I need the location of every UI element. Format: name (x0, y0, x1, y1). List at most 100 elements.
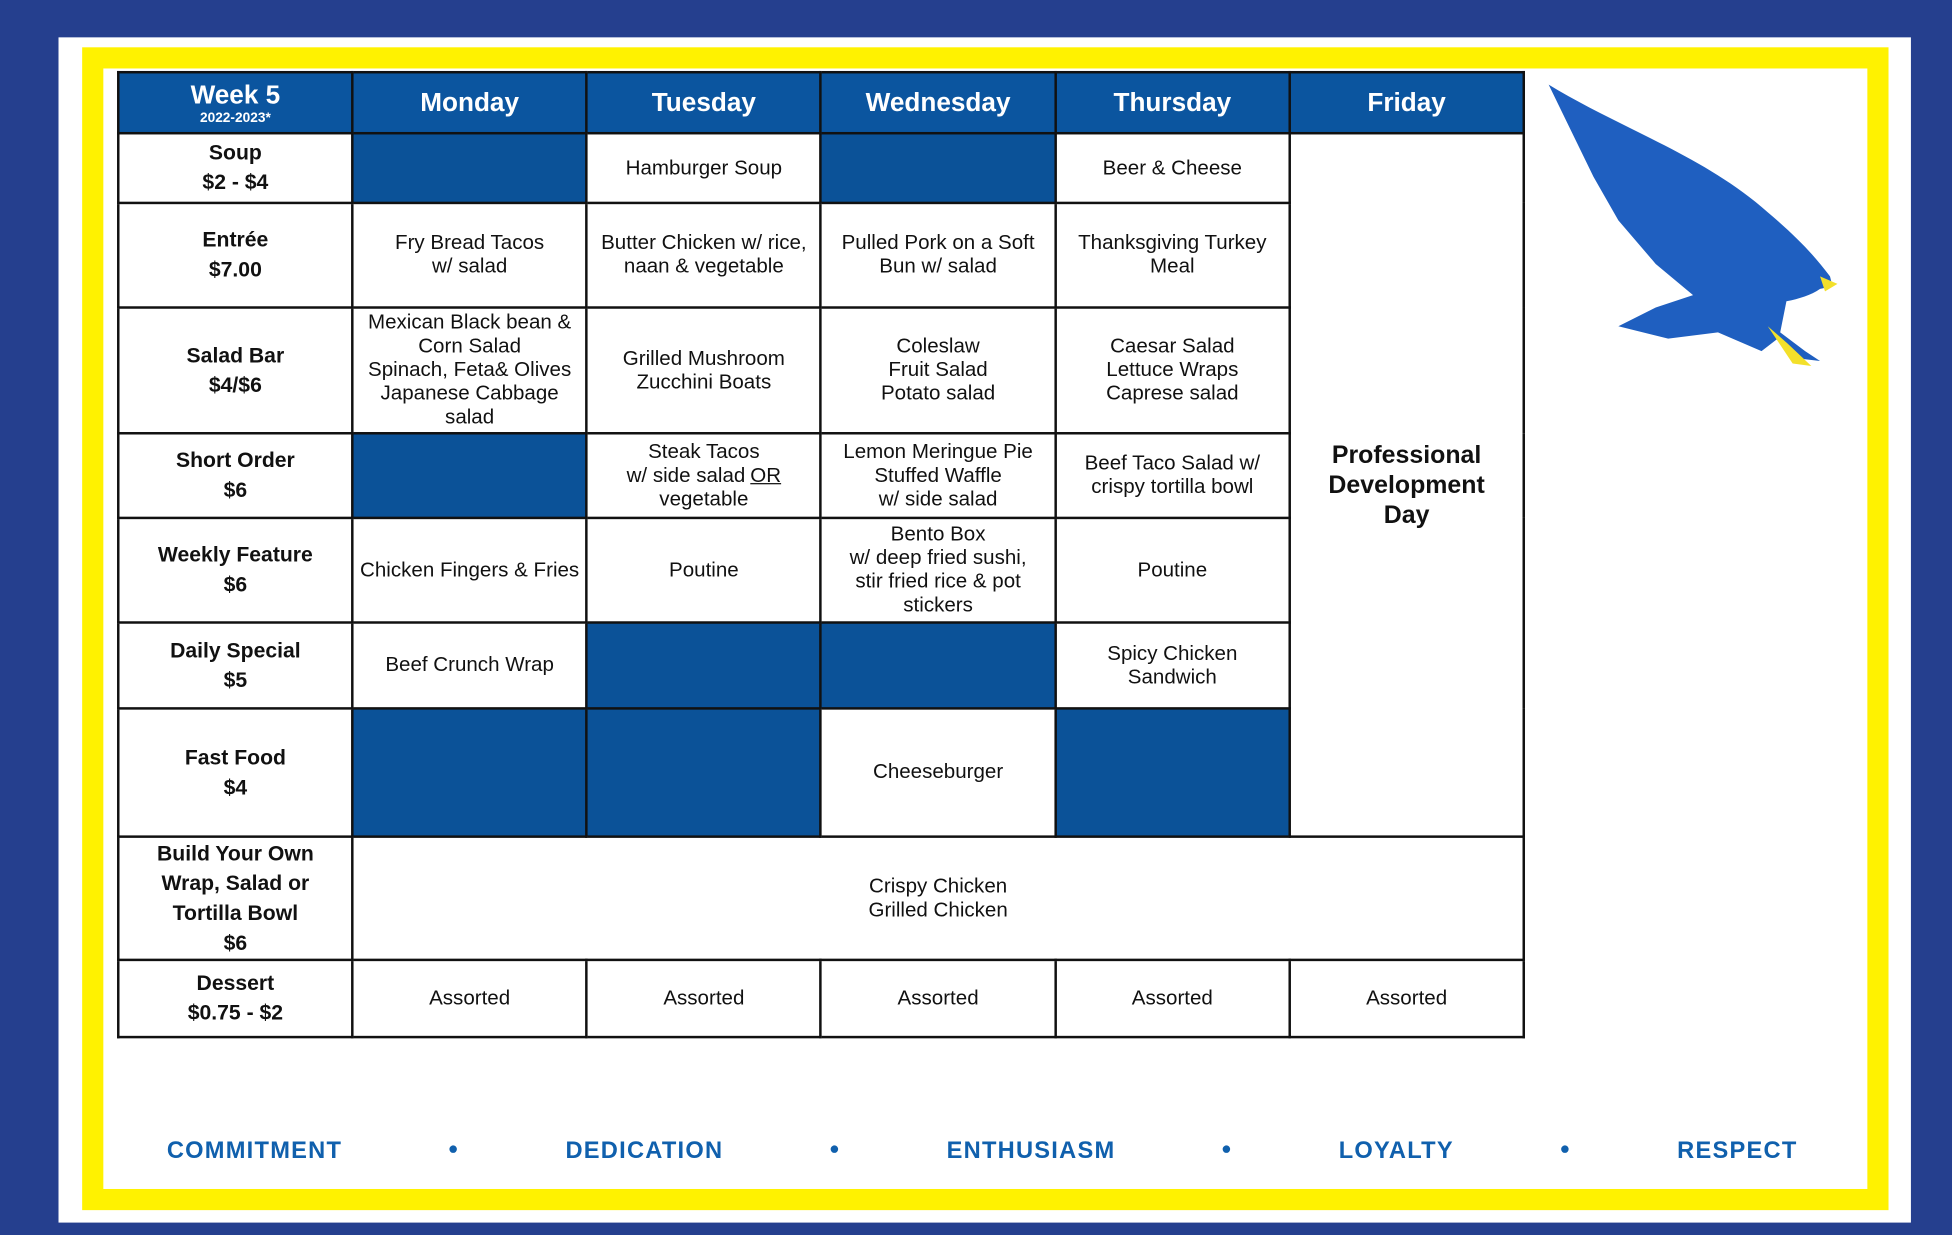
line: Thanksgiving Turkey (1078, 231, 1267, 254)
line: Build Your Own (156, 840, 314, 865)
bullet: ● (447, 1137, 460, 1158)
menu-item: Crispy Chicken Grilled Chicken (351, 835, 1526, 962)
menu-item: Hamburger Soup (585, 131, 823, 205)
line: Assorted (1131, 986, 1213, 1010)
empty-cell (351, 131, 588, 205)
line: crispy tortilla bowl (1091, 475, 1254, 498)
line: Coleslaw (896, 334, 980, 358)
line: salad (445, 405, 495, 429)
line: Grilled Mushroom (622, 346, 785, 370)
line: Soup (208, 140, 262, 165)
empty-cell (819, 621, 1057, 710)
line: Chicken Fingers & Fries (360, 558, 580, 581)
week-title: Week 5 (190, 80, 281, 109)
menu-item: Beef Crunch Wrap (351, 621, 588, 710)
day-header: Friday (1288, 70, 1526, 135)
line: Bento Box (890, 522, 986, 546)
menu-item: Spicy Chicken Sandwich (1053, 621, 1291, 710)
menu-item: Poutine (585, 516, 823, 624)
line: $5 (223, 667, 248, 692)
header-row: Week 5 2022-2023* Monday Tuesday Wednesday Th… (117, 70, 1526, 135)
line: stickers (903, 593, 973, 617)
line: Tortilla Bowl (172, 900, 299, 925)
line: $6 (223, 572, 248, 597)
menu-row: Soup $2 - $4 Hamburger Soup Beer & Cheese Pr… (117, 131, 1526, 838)
menu-item: Chicken Fingers & Fries (351, 516, 588, 624)
row-label: Short Order $6 (117, 432, 354, 520)
line: Hamburger Soup (625, 156, 783, 179)
menu-item: Assorted (1053, 958, 1291, 1039)
line: w/ side salad (878, 487, 998, 510)
line: Beef Crunch Wrap (385, 653, 554, 677)
menu-row: Weekly Feature $6 Chicken Fingers & Fries P… (117, 516, 1523, 624)
menu-row: Dessert $0.75 - $2 Assorted Assorted Assorte… (117, 958, 1526, 1039)
day-header: Thursday (1053, 70, 1291, 135)
line: Mexican Black bean & (367, 311, 572, 334)
row-label: Entrée $7.00 (117, 201, 354, 309)
empty-cell (585, 707, 823, 838)
line: Assorted (1366, 986, 1448, 1010)
yellow-frame (82, 47, 1889, 1211)
value-word: RESPECT (1677, 1137, 1798, 1165)
line: Development (1328, 471, 1485, 499)
empty-cell (819, 131, 1057, 205)
line: Beer & Cheese (1102, 156, 1242, 179)
day-header: Tuesday (585, 70, 823, 135)
school-year: 2022-2023* (199, 110, 271, 126)
table-body: Soup $2 - $4 Hamburger Soup Beer & Cheese Pr… (117, 131, 1526, 1039)
line: Assorted (663, 986, 745, 1010)
menu-item: Mexican Black bean & Corn Salad Spinach, F… (351, 306, 588, 435)
line: Cheeseburger (872, 760, 1004, 784)
empty-cell (1053, 707, 1291, 838)
eagle-logo (1548, 84, 1838, 367)
line: Caprese salad (1106, 382, 1239, 405)
line: $6 (223, 478, 248, 502)
line: Lettuce Wraps (1106, 358, 1239, 381)
text-segment: w/ side salad (626, 463, 746, 487)
menu-row: Entrée $7.00 Fry Bread Tacos w/ salad Butter… (117, 201, 1523, 309)
line: Salad Bar (186, 342, 285, 367)
line: naan & vegetable (623, 255, 784, 278)
menu-item: Beer & Cheese (1053, 131, 1291, 205)
line: Potato salad (880, 382, 996, 405)
eagle-body (1548, 84, 1833, 362)
line: Fry Bread Tacos (395, 231, 545, 254)
menu-item: Coleslaw Fruit Salad Potato salad (819, 306, 1057, 435)
line: Spicy Chicken (1107, 641, 1238, 665)
friday-note: Professional Development Day (1288, 131, 1526, 838)
value-word: ENTHUSIASM (946, 1137, 1116, 1165)
line: Wrap, Salad or (161, 870, 310, 895)
line: vegetable (659, 487, 749, 510)
line: Steak Tacos (648, 440, 760, 463)
menu-item: Beef Taco Salad w/crispy tortilla bowl (1053, 432, 1291, 520)
bullet: ● (1559, 1137, 1572, 1158)
menu-row: Build Your Own Wrap, Salad or Tortilla Bow… (117, 835, 1526, 962)
menu-item: Fry Bread Tacos w/ salad (351, 201, 588, 309)
line: Caesar Salad (1110, 334, 1235, 358)
menu-item: Assorted (351, 958, 588, 1039)
line: Beef Taco Salad w/ (1084, 451, 1261, 475)
line: Entrée (202, 227, 269, 252)
row-label: Weekly Feature $6 (117, 516, 354, 624)
line: Corn Salad (418, 334, 522, 358)
menu-row: Fast Food $4 Cheeseburger (117, 707, 1523, 838)
row-label: Build Your Own Wrap, Salad or Tortilla Bow… (117, 835, 354, 962)
value-word: COMMITMENT (166, 1137, 343, 1165)
menu-item: Pulled Pork on a Soft Bun w/ salad (819, 201, 1057, 309)
line: Assorted (897, 986, 979, 1010)
line: Poutine (669, 558, 739, 581)
line: w/ deep fried sushi, (849, 546, 1027, 569)
menu-row: Salad Bar $4/$6 Mexican Black bean & Corn S… (117, 306, 1523, 435)
empty-cell (351, 707, 588, 838)
menu-item: Assorted (585, 958, 823, 1039)
eagle-beak (1820, 276, 1838, 292)
line: Crispy Chicken (869, 874, 1008, 898)
bullet: ● (1221, 1137, 1233, 1158)
line: w/ side salad OR (592, 464, 816, 488)
line: Meal (1150, 255, 1195, 278)
line: w/ salad (431, 255, 508, 278)
menu-item: Thanksgiving Turkey Meal (1053, 201, 1291, 309)
row-label: Dessert $0.75 - $2 (117, 958, 354, 1039)
